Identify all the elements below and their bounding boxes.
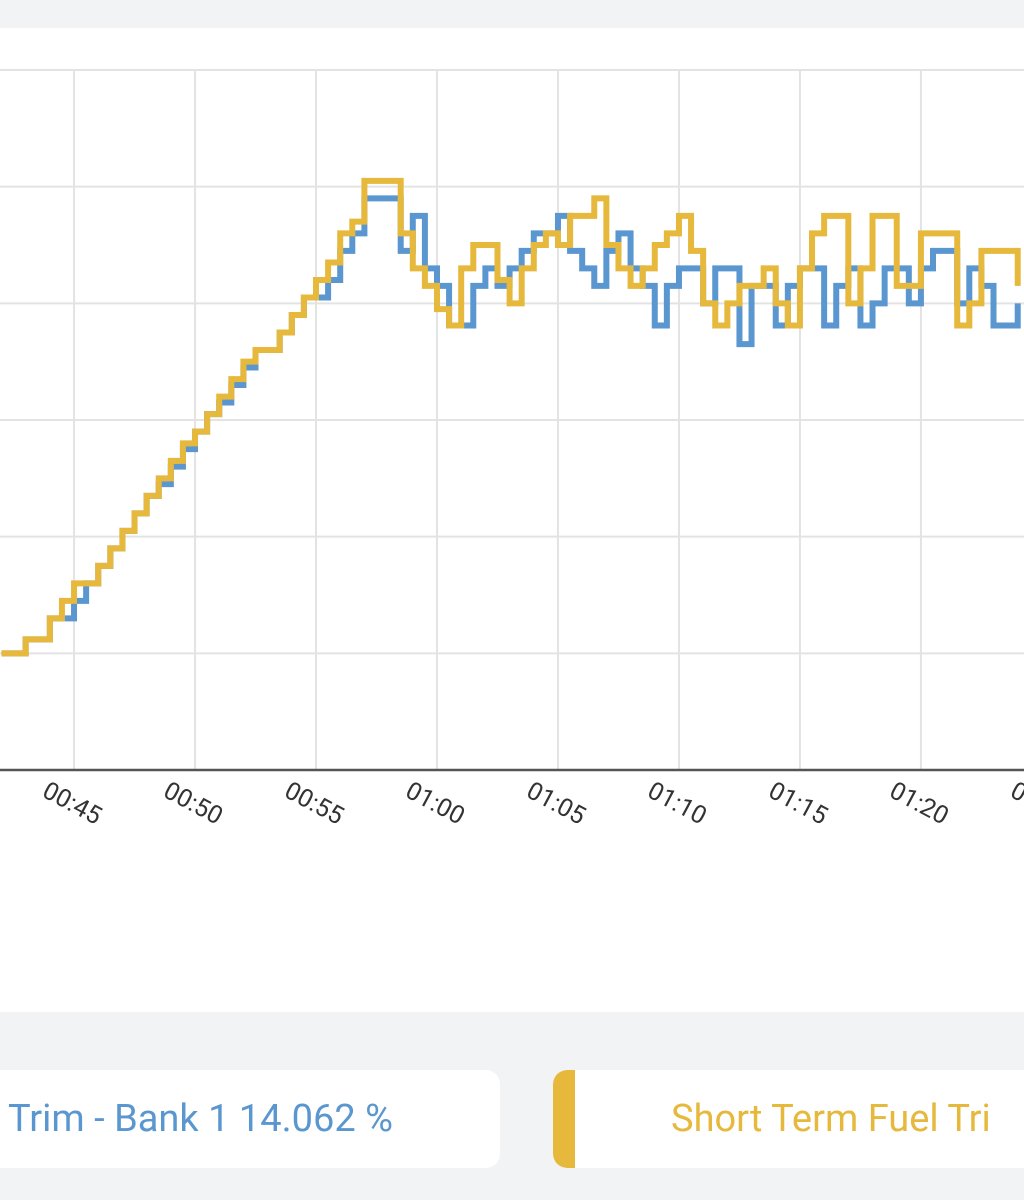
series-line <box>1 177 1021 657</box>
x-tick-label: 00:50 <box>159 776 228 831</box>
legend-label: Short Term Fuel Tri <box>671 1097 991 1141</box>
chart-card <box>0 28 1024 1012</box>
x-tick-label: 00:45 <box>38 776 107 831</box>
legend-label: Trim - Bank 1 14.062 % <box>8 1097 393 1141</box>
x-tick-label: 01:05 <box>522 776 591 831</box>
legend-swatch <box>553 1070 575 1168</box>
x-tick-label: 01:00 <box>401 776 470 831</box>
chart: 00:45 00:50 00:55 01:00 01:05 01:10 01:15 01:20… <box>0 69 1024 831</box>
x-tick-label: 01:25 <box>1006 776 1024 831</box>
legend-item[interactable]: Trim - Bank 1 14.062 % <box>0 1070 500 1168</box>
x-tick-label: 01:10 <box>643 776 712 831</box>
x-tick-label: 01:20 <box>885 776 954 831</box>
x-tick-label: 01:15 <box>764 776 833 831</box>
x-tick-label: 00:55 <box>280 776 349 831</box>
legend-item[interactable]: Short Term Fuel Tri <box>553 1070 1024 1168</box>
